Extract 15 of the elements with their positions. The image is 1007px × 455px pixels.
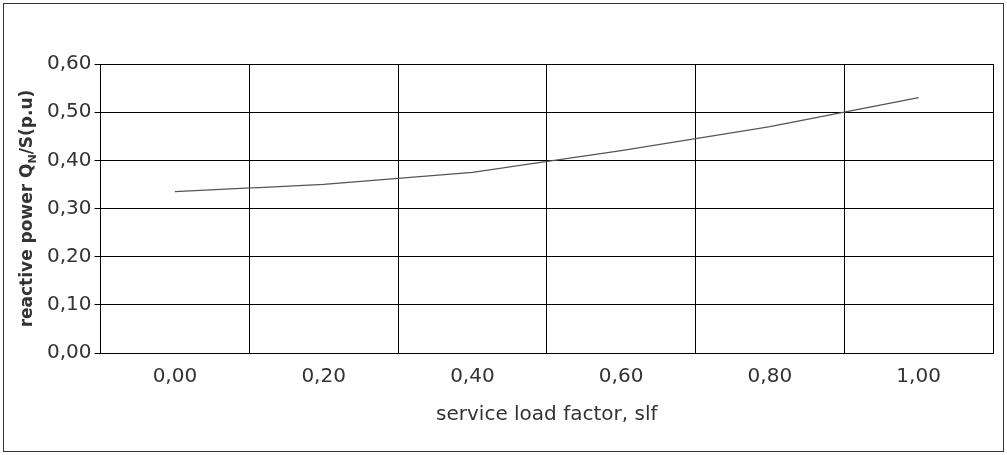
y-tick-label: 0,40	[47, 146, 92, 171]
y-tick-label: 0,60	[47, 50, 92, 75]
y-tick-label: 0,10	[47, 291, 92, 316]
x-tick-label: 0,00	[152, 363, 198, 388]
x-tick-label: 0,20	[301, 363, 346, 388]
y-axis-title: reactive power QN/S(p.u)	[16, 89, 39, 328]
x-tick-label: 1,00	[896, 363, 941, 388]
x-axis-title: service load factor, slf	[436, 401, 659, 426]
x-tick-label: 0,80	[747, 363, 793, 388]
y-tick-label: 0,20	[47, 242, 92, 267]
y-tick-label: 0,50	[47, 98, 92, 123]
y-tick-label: 0,30	[47, 194, 92, 219]
y-tick-label: 0,00	[47, 339, 92, 364]
x-tick-label: 0,40	[450, 363, 495, 388]
x-tick-label: 0,60	[598, 363, 644, 388]
